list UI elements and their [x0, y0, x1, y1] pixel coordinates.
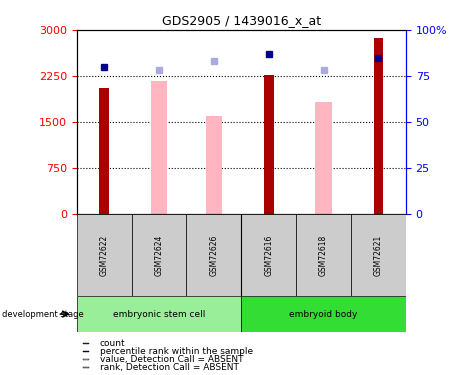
Text: GSM72622: GSM72622 [100, 234, 109, 276]
Text: embryonic stem cell: embryonic stem cell [113, 310, 205, 319]
Bar [315, 102, 332, 214]
Text: percentile rank within the sample: percentile rank within the sample [100, 347, 253, 356]
Text: rank, Detection Call = ABSENT: rank, Detection Call = ABSENT [100, 363, 239, 372]
Bar [241, 214, 296, 296]
Bar [83, 343, 89, 344]
Text: GSM72626: GSM72626 [209, 234, 218, 276]
Bar [83, 358, 89, 360]
Bar [186, 214, 241, 296]
Text: embryoid body: embryoid body [290, 310, 358, 319]
Bar [132, 214, 186, 296]
Bar [206, 116, 222, 214]
Bar [99, 88, 109, 214]
Text: GSM72624: GSM72624 [155, 234, 163, 276]
Text: GSM72616: GSM72616 [264, 234, 273, 276]
Bar [77, 214, 132, 296]
Text: GSM72621: GSM72621 [374, 234, 383, 276]
Bar [373, 38, 383, 214]
Bar [77, 296, 241, 332]
Bar [83, 367, 89, 368]
Text: GSM72618: GSM72618 [319, 234, 328, 276]
Text: value, Detection Call = ABSENT: value, Detection Call = ABSENT [100, 355, 243, 364]
Bar [151, 81, 167, 214]
Text: count: count [100, 339, 125, 348]
Bar [83, 351, 89, 352]
Title: GDS2905 / 1439016_x_at: GDS2905 / 1439016_x_at [162, 15, 321, 27]
Bar [241, 296, 406, 332]
Bar [264, 75, 274, 214]
Text: development stage: development stage [2, 310, 84, 319]
Bar [351, 214, 406, 296]
Bar [296, 214, 351, 296]
